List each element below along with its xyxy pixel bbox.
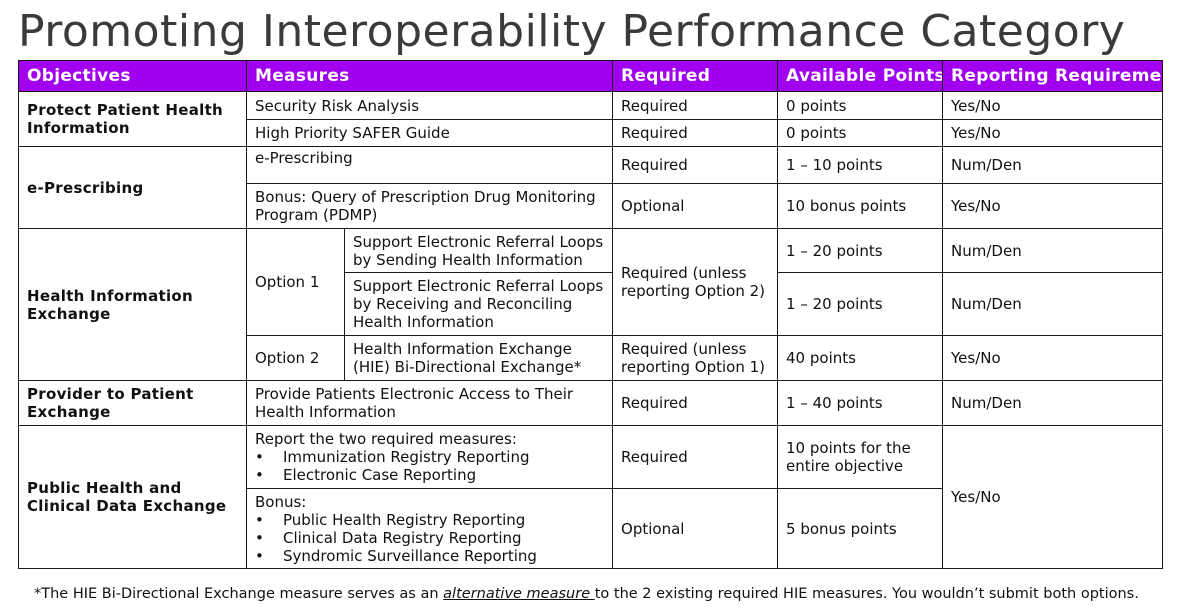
points-cell: 5 bonus points bbox=[777, 488, 944, 569]
measures-table: Objectives Measures Required Available P… bbox=[18, 60, 1164, 569]
list-item: Syndromic Surveillance Reporting bbox=[255, 547, 604, 565]
table-row: e-Prescribing e-Prescribing Required 1 –… bbox=[18, 146, 1164, 229]
option-2-label: Option 2 bbox=[246, 335, 345, 381]
measure-cell: Support Electronic Referral Loops by Sen… bbox=[343, 228, 614, 273]
points-cell: 0 points bbox=[777, 91, 944, 120]
reporting-cell: Num/Den bbox=[942, 380, 1164, 426]
required-cell: Required bbox=[612, 91, 779, 120]
table-row: Bonus: Public Health Registry Reporting … bbox=[19, 488, 1163, 569]
reporting-cell: Yes/No bbox=[942, 335, 1164, 381]
list-item: Immunization Registry Reporting bbox=[255, 448, 604, 466]
reporting-cell: Num/Den bbox=[942, 272, 1164, 336]
measure-cell: e-Prescribing bbox=[245, 146, 614, 184]
required-measures-list: Immunization Registry Reporting Electron… bbox=[255, 448, 604, 484]
required-cell: Optional bbox=[612, 183, 779, 229]
objective-eprescribing: e-Prescribing bbox=[18, 146, 247, 229]
option-1-label: Option 1 bbox=[246, 228, 345, 336]
measure-cell: High Priority SAFER Guide bbox=[245, 119, 614, 147]
header-required: Required bbox=[612, 60, 779, 92]
header-objectives: Objectives bbox=[18, 60, 247, 92]
points-cell: 0 points bbox=[777, 119, 944, 147]
header-available-points: Available Points bbox=[777, 60, 944, 92]
measure-cell: Support Electronic Referral Loops by Rec… bbox=[343, 272, 614, 336]
points-cell: 10 points for the entire objective bbox=[777, 425, 944, 489]
header-row: Objectives Measures Required Available P… bbox=[18, 60, 1164, 92]
objective-public-health: Public Health and Clinical Data Exchange bbox=[18, 425, 247, 569]
measure-cell: Provide Patients Electronic Access to Th… bbox=[245, 380, 614, 426]
required-cell: Required bbox=[612, 119, 779, 147]
footnote: *The HIE Bi-Directional Exchange measure… bbox=[34, 586, 1139, 602]
points-cell: 40 points bbox=[777, 335, 944, 381]
table-row: Health Information Exchange Option 1 Sup… bbox=[18, 228, 1164, 381]
points-cell: 1 – 20 points bbox=[777, 272, 944, 336]
table-row: Public Health and Clinical Data Exchange… bbox=[18, 425, 1164, 569]
bonus-intro: Bonus: bbox=[255, 492, 307, 511]
required-cell: Required bbox=[612, 425, 779, 489]
points-cell: 1 – 40 points bbox=[777, 380, 944, 426]
measure-cell: Bonus: Public Health Registry Reporting … bbox=[245, 488, 614, 569]
required-cell: Required (unless reporting Option 1) bbox=[612, 335, 779, 381]
points-cell: 10 bonus points bbox=[777, 183, 944, 229]
list-item: Public Health Registry Reporting bbox=[255, 511, 604, 529]
points-cell: 1 – 10 points bbox=[777, 146, 944, 184]
required-cell: Required (unless reporting Option 2) bbox=[612, 228, 779, 336]
reporting-cell: Yes/No bbox=[942, 183, 1164, 229]
table-row: Provider to Patient Exchange Provide Pat… bbox=[18, 380, 1164, 426]
required-cell: Optional bbox=[612, 488, 779, 569]
reporting-cell: Num/Den bbox=[942, 228, 1164, 273]
reporting-cell: Num/Den bbox=[942, 146, 1164, 184]
header-reporting-requirement: Reporting Requireme bbox=[942, 60, 1164, 92]
bonus-measures-list: Public Health Registry Reporting Clinica… bbox=[255, 511, 604, 565]
objective-hie: Health Information Exchange bbox=[18, 228, 247, 381]
measure-cell: Bonus: Query of Prescription Drug Monito… bbox=[245, 183, 614, 229]
table-row: High Priority SAFER Guide Required 0 poi… bbox=[19, 119, 1164, 147]
reporting-cell: Yes/No bbox=[942, 425, 1164, 569]
required-cell: Required bbox=[612, 146, 779, 184]
footnote-text-end: to the 2 existing required HIE measures.… bbox=[594, 586, 1139, 602]
points-cell: 1 – 20 points bbox=[777, 228, 944, 273]
header-measures: Measures bbox=[245, 60, 614, 92]
list-item: Clinical Data Registry Reporting bbox=[255, 529, 604, 547]
measure-cell: Report the two required measures: Immuni… bbox=[245, 425, 614, 489]
footnote-emphasis: alternative measure bbox=[443, 586, 595, 602]
table-row: Bonus: Query of Prescription Drug Monito… bbox=[19, 183, 1164, 229]
required-cell: Required bbox=[612, 380, 779, 426]
reporting-cell: Yes/No bbox=[942, 91, 1164, 120]
reporting-cell: Yes/No bbox=[942, 119, 1164, 147]
list-item: Electronic Case Reporting bbox=[255, 466, 604, 484]
objective-provider-patient: Provider to Patient Exchange bbox=[18, 380, 247, 426]
objective-protect: Protect Patient Health Information bbox=[18, 91, 247, 147]
measure-cell: Health Information Exchange (HIE) Bi-Dir… bbox=[343, 335, 614, 381]
measure-cell: Security Risk Analysis bbox=[245, 91, 614, 120]
footnote-text-start: *The HIE Bi-Directional Exchange measure… bbox=[34, 586, 444, 602]
table-row: Protect Patient Health Information Secur… bbox=[18, 91, 1164, 147]
required-measures-intro: Report the two required measures: bbox=[255, 430, 517, 448]
page-title: Promoting Interoperability Performance C… bbox=[18, 6, 1126, 57]
table-row: Option 2 Health Information Exchange (HI… bbox=[19, 335, 1164, 381]
